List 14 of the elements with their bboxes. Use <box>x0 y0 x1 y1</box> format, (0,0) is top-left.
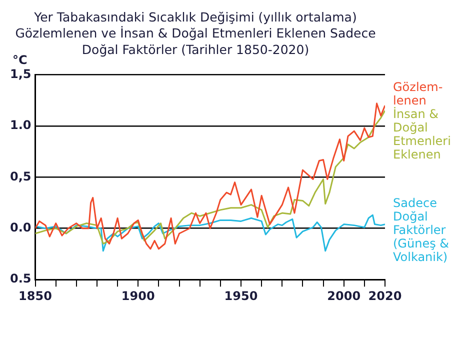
x-tick-label: 1900 <box>121 288 155 303</box>
x-tick-label: 1850 <box>18 288 52 303</box>
y-tick-label: 1.0 <box>10 118 32 132</box>
y-tick-label: 0.5 <box>10 272 32 286</box>
x-tick-label: 2020 <box>368 288 402 303</box>
series-label: Gözlem- lenen <box>393 80 443 108</box>
y-tick-label: 1,5 <box>10 66 32 81</box>
y-tick-label: 0,5 <box>10 169 32 184</box>
x-tick-label: 1950 <box>224 288 258 303</box>
y-axis-title: °C <box>12 52 28 67</box>
series-label: İnsan & Doğal Etmenleri Eklenen <box>393 107 451 162</box>
y-tick-label: 0.0 <box>10 220 32 235</box>
x-tick-label: 2000 <box>327 288 361 303</box>
series-label: Sadece Doğal Faktörler (Güneş & Volkanik) <box>393 196 449 264</box>
